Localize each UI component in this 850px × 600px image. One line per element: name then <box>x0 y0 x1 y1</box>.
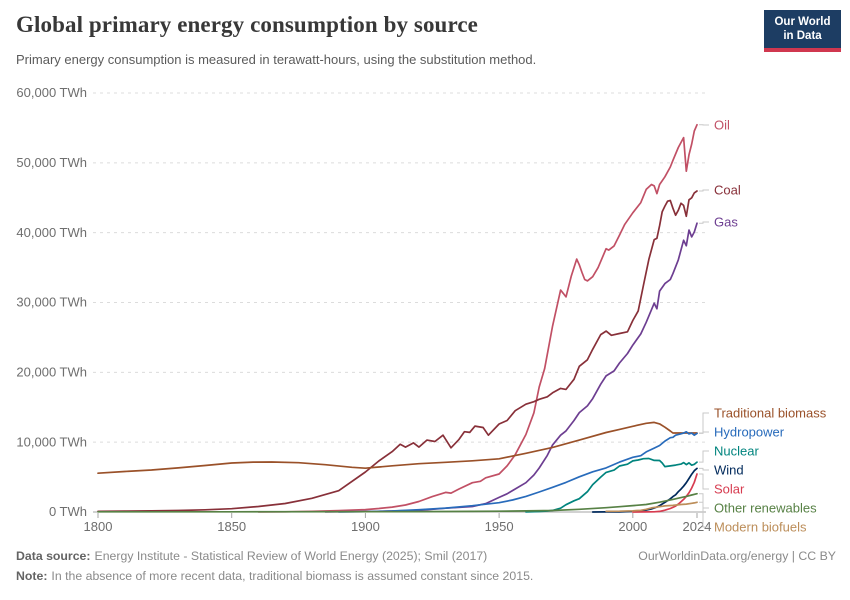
data-source: Data source: Energy Institute - Statistic… <box>16 549 487 563</box>
owid-logo-line1: Our World <box>774 16 831 28</box>
series-label-hydropower: Hydropower <box>714 424 785 439</box>
series-connector-solar <box>699 473 709 490</box>
series-line-modern-biofuels <box>605 501 698 513</box>
y-tick-label: 0 TWh <box>49 504 87 519</box>
chart-subtitle: Primary energy consumption is measured i… <box>16 52 537 67</box>
y-tick-label: 20,000 TWh <box>16 365 87 380</box>
series-label-oil: Oil <box>714 117 730 132</box>
y-tick-label: 50,000 TWh <box>16 155 87 170</box>
series-label-other-renewables: Other renewables <box>714 500 817 515</box>
x-tick-label: 2000 <box>618 519 647 534</box>
series-connector-nuclear <box>699 450 709 463</box>
series-label-modern-biofuels: Modern biofuels <box>714 519 807 534</box>
series-line-oil <box>257 123 698 513</box>
note-text: In the absence of more recent data, trad… <box>51 569 534 583</box>
x-tick-label: 1950 <box>485 519 514 534</box>
owid-logo: Our World in Data <box>764 10 841 52</box>
attribution-link[interactable]: OurWorldinData.org/energy | CC BY <box>638 549 836 563</box>
series-label-wind: Wind <box>714 462 744 477</box>
series-label-coal: Coal <box>714 182 741 197</box>
owid-logo-line2: in Data <box>783 30 822 43</box>
series-line-traditional-biomass <box>97 421 698 475</box>
series-line-nuclear <box>525 457 698 513</box>
x-tick-label: 1850 <box>217 519 246 534</box>
footer-note: Note: In the absence of more recent data,… <box>16 569 836 583</box>
note-label: Note: <box>16 569 48 583</box>
series-connector-gas <box>699 221 709 224</box>
x-tick-label: 1900 <box>351 519 380 534</box>
series-line-coal <box>97 190 698 513</box>
series-connector-wind <box>699 467 709 471</box>
page-title: Global primary energy consumption by sou… <box>16 12 478 37</box>
data-source-text: Energy Institute - Statistical Review of… <box>94 549 488 563</box>
series-connector-modern-biofuels <box>699 501 709 528</box>
y-tick-label: 60,000 TWh <box>16 85 87 100</box>
data-source-label: Data source: <box>16 549 91 563</box>
series-line-hydropower <box>337 430 698 513</box>
y-tick-label: 40,000 TWh <box>16 225 87 240</box>
y-tick-label: 30,000 TWh <box>16 295 87 310</box>
series-connector-traditional-biomass <box>699 412 709 434</box>
series-line-other-renewables <box>97 492 698 513</box>
series-label-nuclear: Nuclear <box>714 443 759 458</box>
series-connector-coal <box>699 189 709 192</box>
x-tick-label: 1800 <box>84 519 113 534</box>
series-label-solar: Solar <box>714 481 745 496</box>
series-connector-hydropower <box>699 431 709 434</box>
series-label-traditional-biomass: Traditional biomass <box>714 405 827 420</box>
series-connector-other-renewables <box>699 493 709 509</box>
series-label-gas: Gas <box>714 214 738 229</box>
series-line-gas <box>324 222 698 513</box>
y-tick-label: 10,000 TWh <box>16 434 87 449</box>
x-tick-label: 2024 <box>683 519 712 534</box>
footer-row: Data source: Energy Institute - Statistic… <box>16 549 836 563</box>
